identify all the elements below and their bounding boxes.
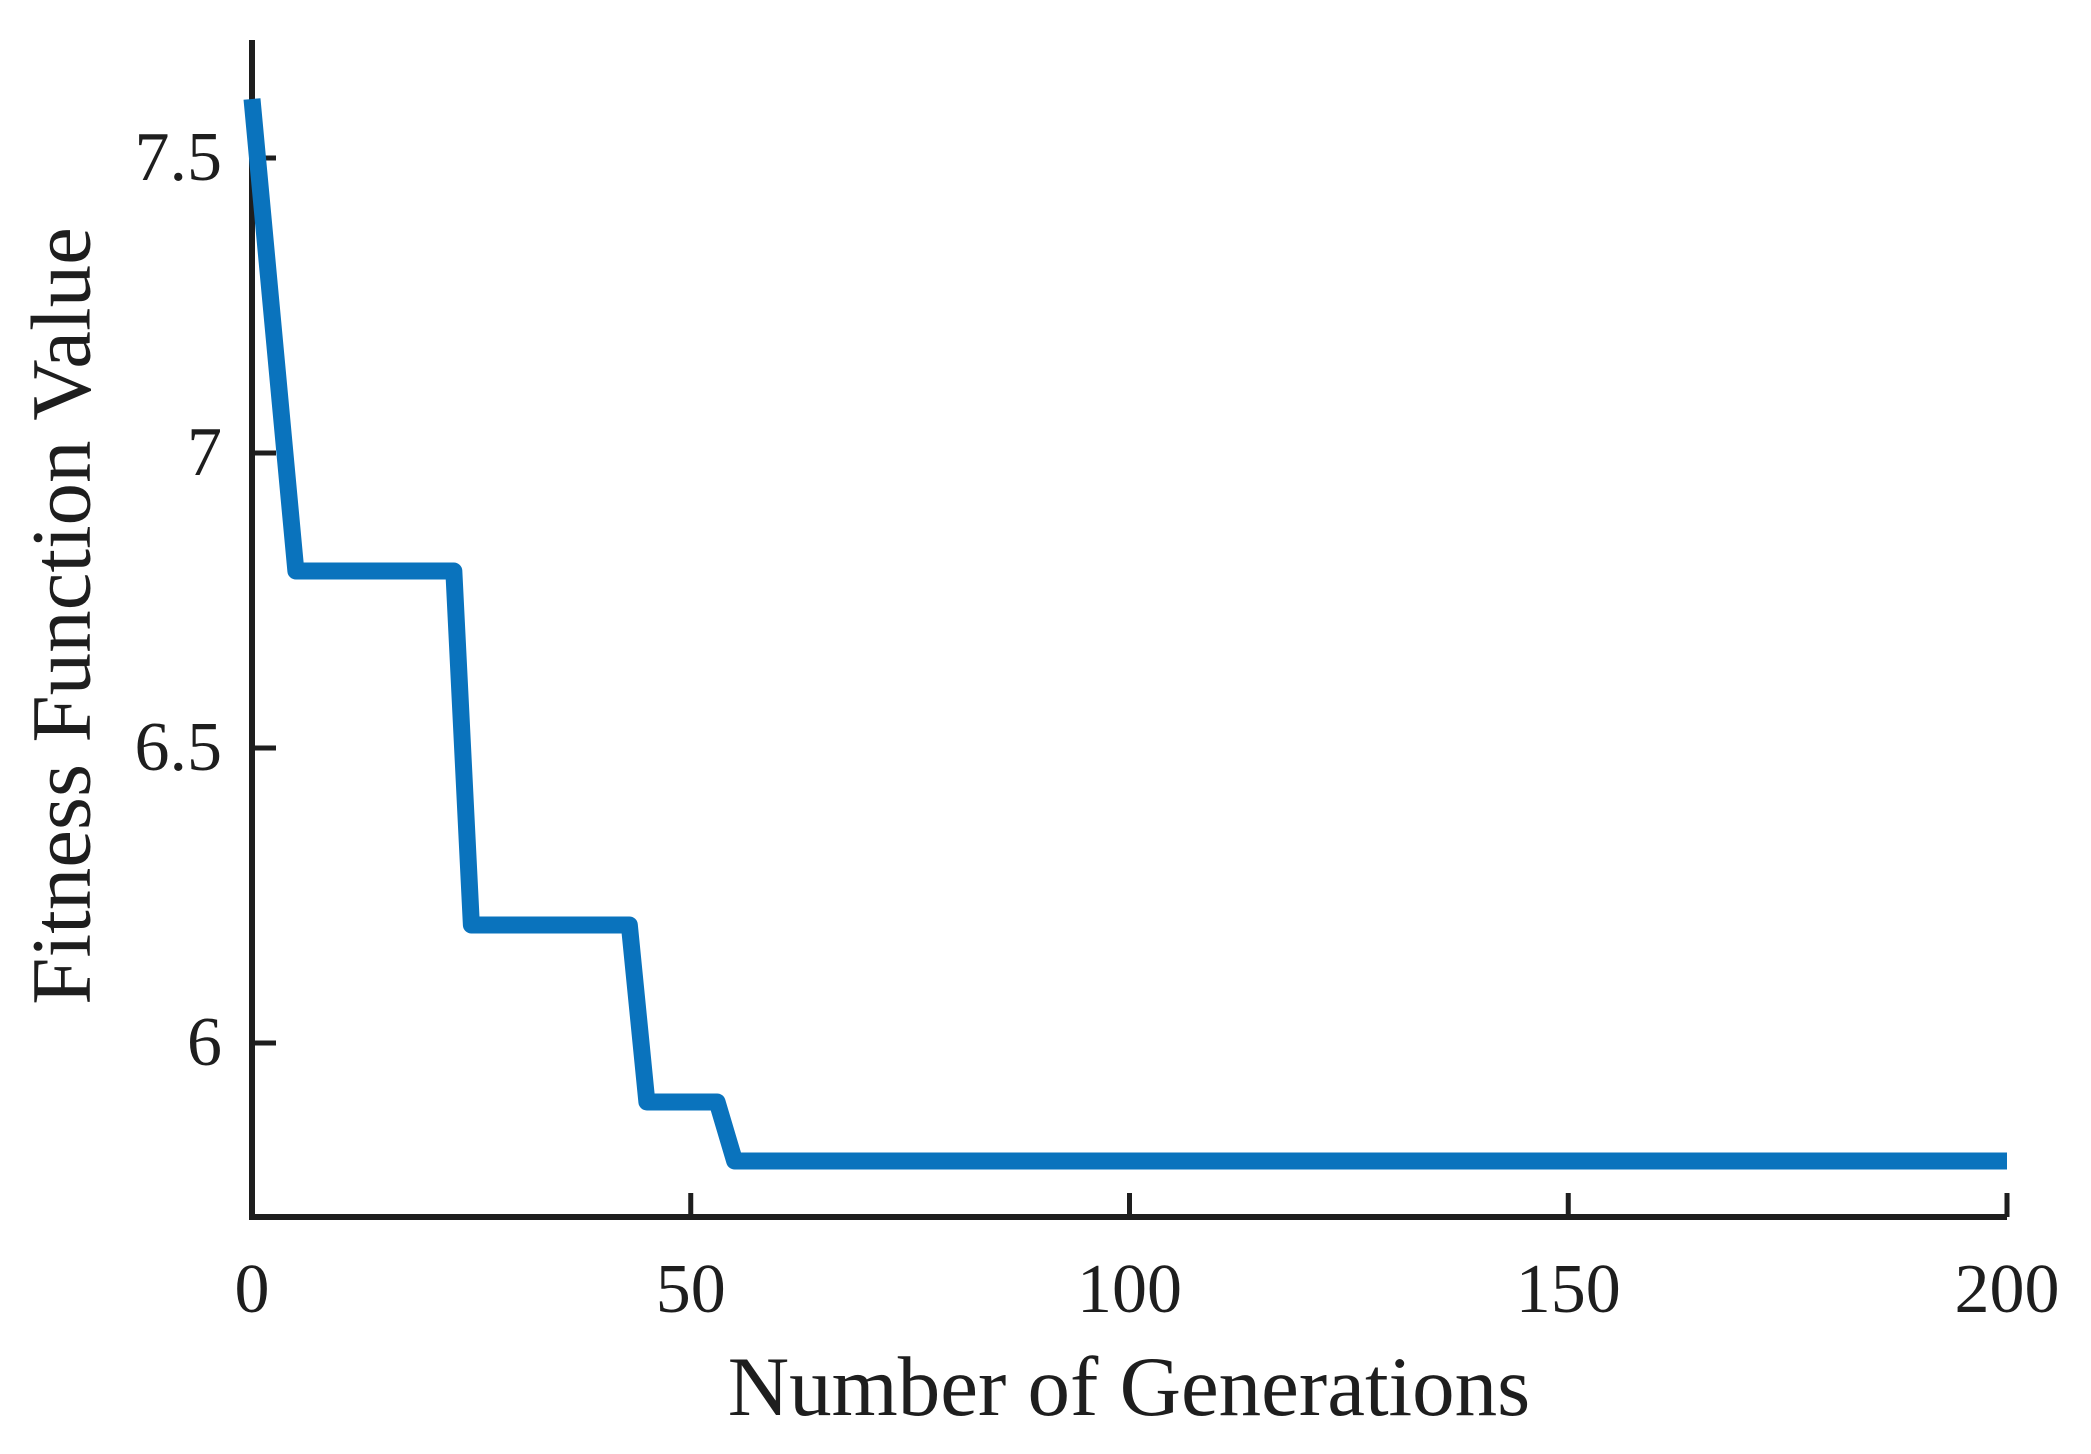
y-axis-title: Fitness Function Value xyxy=(14,227,109,1005)
x-tick-label: 100 xyxy=(1077,1251,1182,1328)
y-tick-label: 6 xyxy=(187,1003,222,1081)
y-tick-label: 7.5 xyxy=(134,118,223,196)
x-tick-label: 50 xyxy=(655,1251,726,1328)
axis-lines xyxy=(249,40,2007,1220)
fitness-convergence-line xyxy=(243,98,2007,1170)
y-tick-label: 7 xyxy=(187,413,222,491)
x-tick-label: 0 xyxy=(234,1251,270,1328)
x-axis-title: Number of Generations xyxy=(727,1340,1531,1434)
x-tick-label: 150 xyxy=(1515,1251,1621,1328)
x-tick-label: 200 xyxy=(1954,1251,2060,1328)
y-tick-label: 6.5 xyxy=(134,708,223,786)
